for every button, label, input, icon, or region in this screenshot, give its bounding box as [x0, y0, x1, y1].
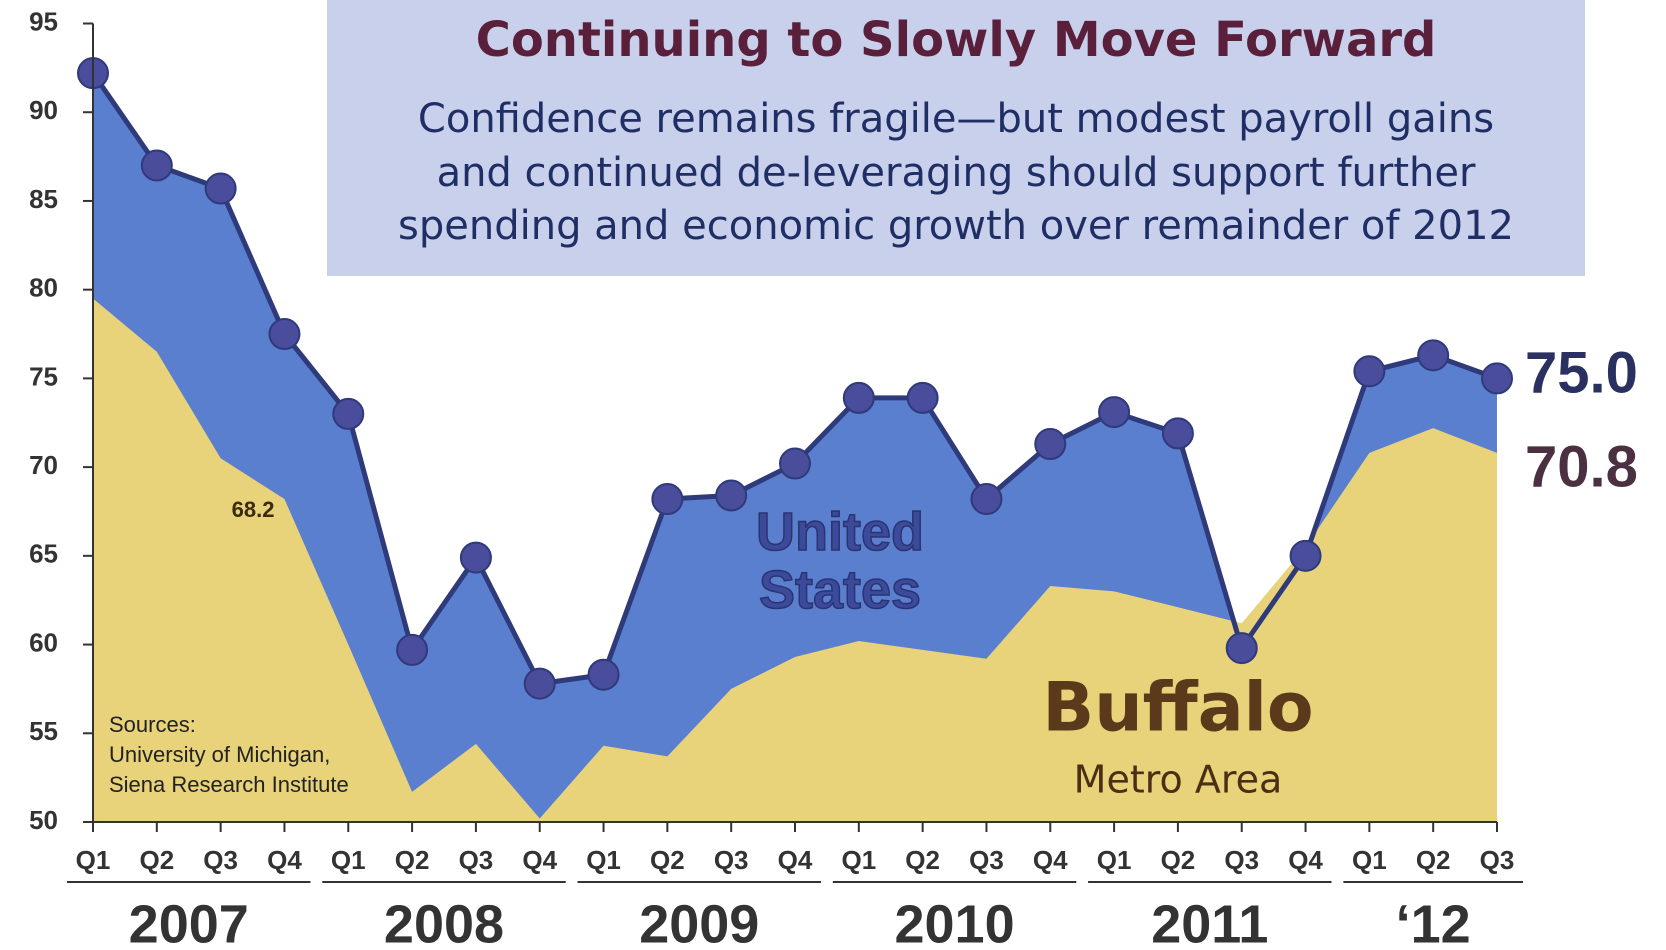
y-tick-label: 70: [29, 450, 58, 480]
series-sublabel: Metro Area: [1074, 758, 1283, 802]
marker: [651, 483, 684, 516]
marker: [842, 381, 875, 414]
y-tick-label: 65: [29, 539, 58, 569]
x-tick-label: Q4: [522, 845, 557, 875]
x-tick-label: Q2: [395, 845, 430, 875]
x-tick-label: Q4: [267, 845, 302, 875]
marker: [1225, 632, 1258, 665]
marker: [779, 447, 811, 480]
source-note: Siena Research Institute: [109, 772, 349, 797]
x-tick-label: Q3: [203, 845, 238, 875]
chart-subtitle: and continued de-leveraging should suppo…: [437, 150, 1476, 196]
marker: [587, 658, 620, 691]
marker: [396, 633, 429, 666]
x-tick-label: Q2: [650, 845, 685, 875]
value-label: 75.0: [1525, 340, 1638, 405]
group-label: ‘12: [1396, 894, 1471, 950]
x-tick-label: Q4: [1288, 845, 1323, 875]
value-label: 70.8: [1525, 434, 1638, 499]
y-tick-label: 85: [29, 184, 58, 214]
marker: [1481, 362, 1513, 395]
x-tick-label: Q1: [586, 845, 621, 875]
x-tick-label: Q1: [331, 845, 366, 875]
marker: [204, 172, 237, 205]
chart-subtitle: spending and economic growth over remain…: [398, 203, 1514, 249]
marker: [1034, 428, 1067, 461]
y-tick-label: 50: [29, 805, 58, 835]
group-label: 2007: [129, 894, 249, 950]
title-box: [327, 0, 1585, 276]
group-label: 2010: [894, 894, 1014, 950]
x-tick-label: Q3: [459, 845, 494, 875]
x-tick-label: Q3: [1480, 845, 1515, 875]
marker: [459, 541, 492, 574]
marker: [332, 397, 365, 430]
y-tick-label: 95: [29, 6, 58, 36]
x-tick-label: Q3: [1224, 845, 1259, 875]
y-tick-label: 60: [29, 627, 58, 657]
group-label: 2009: [639, 894, 759, 950]
marker: [1161, 417, 1194, 450]
x-tick-label: Q2: [139, 845, 174, 875]
marker: [715, 479, 748, 512]
marker: [1417, 339, 1450, 372]
marker: [1289, 539, 1322, 572]
marker: [1098, 396, 1131, 429]
group-label: 2011: [1151, 894, 1268, 950]
source-note: Sources:: [109, 712, 196, 737]
x-tick-label: Q1: [1352, 845, 1387, 875]
chart-title: Continuing to Slowly Move Forward: [476, 12, 1437, 68]
y-tick-label: 90: [29, 95, 58, 125]
x-tick-label: Q1: [1097, 845, 1132, 875]
y-tick-label: 80: [29, 273, 58, 303]
x-tick-label: Q4: [1033, 845, 1068, 875]
x-tick-label: Q2: [1416, 845, 1451, 875]
marker: [970, 483, 1003, 516]
chart-subtitle: Confidence remains fragile—but modest pa…: [418, 96, 1494, 142]
marker: [906, 381, 939, 414]
source-note: University of Michigan,: [109, 742, 330, 767]
y-tick-label: 55: [29, 716, 58, 746]
x-tick-label: Q3: [969, 845, 1004, 875]
series-label: United States: [756, 502, 924, 620]
x-tick-label: Q1: [76, 845, 111, 875]
x-tick-label: Q2: [905, 845, 940, 875]
group-label: 2008: [384, 894, 504, 950]
x-tick-label: Q2: [1161, 845, 1196, 875]
marker: [523, 667, 556, 700]
series-label: Buffalo: [1042, 669, 1313, 748]
area: [93, 298, 1497, 822]
x-tick-label: Q3: [714, 845, 749, 875]
x-tick-label: Q4: [778, 845, 813, 875]
y-tick-label: 75: [29, 361, 58, 391]
x-tick-label: Q1: [841, 845, 876, 875]
marker: [268, 318, 301, 351]
marker: [140, 149, 173, 182]
value-label: 68.2: [232, 497, 275, 522]
marker: [1353, 355, 1386, 388]
